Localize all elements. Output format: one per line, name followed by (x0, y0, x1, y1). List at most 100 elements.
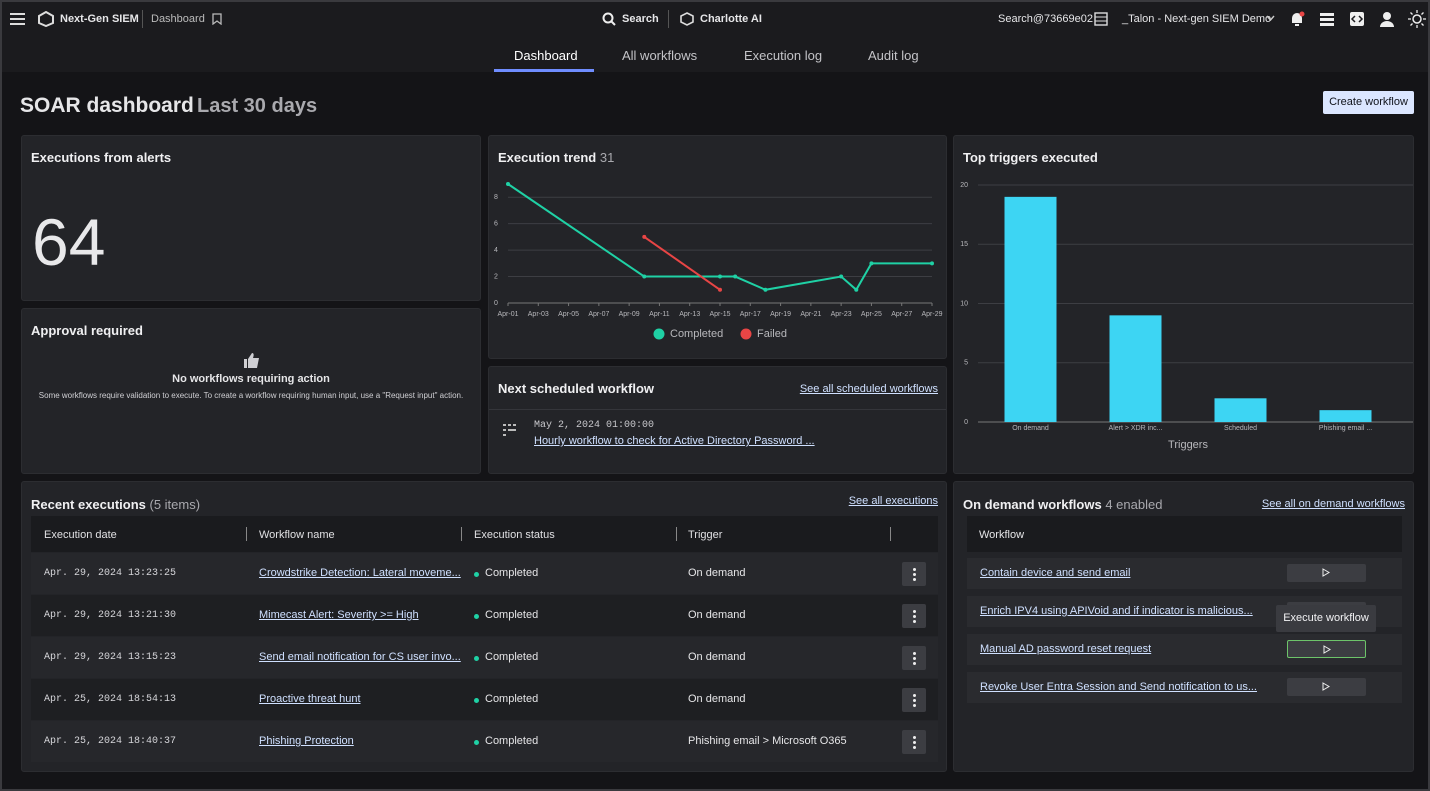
x-tick-label: Apr-07 (588, 311, 609, 318)
workflow-link[interactable]: Crowdstrike Detection: Lateral moveme... (259, 567, 461, 579)
trigger: On demand (688, 693, 745, 705)
code-icon[interactable] (1349, 11, 1365, 27)
tab[interactable]: All workflows (622, 48, 697, 63)
tab[interactable]: Execution log (744, 48, 822, 63)
execute-button[interactable] (1287, 640, 1366, 658)
y-tick-label: 2 (494, 273, 498, 280)
menu-dot (913, 746, 916, 749)
workflow-link[interactable]: Proactive threat hunt (259, 693, 361, 705)
execute-button[interactable] (1287, 564, 1366, 582)
workflow-link[interactable]: Mimecast Alert: Severity >= High (259, 609, 419, 621)
execution-status: Completed (485, 735, 538, 747)
workflow-link[interactable]: Send email notification for CS user invo… (259, 651, 461, 663)
line-chart: 02468Apr-01Apr-03Apr-05Apr-07Apr-09Apr-1… (489, 136, 948, 360)
thumbs-up-icon (243, 352, 261, 369)
menu-dot (913, 657, 916, 660)
data-point (718, 275, 722, 279)
execution-status: Completed (485, 609, 538, 621)
tenant-selector[interactable]: _Talon - Next-gen SIEM Demo (1122, 13, 1271, 25)
trigger: On demand (688, 567, 745, 579)
workflow-link[interactable]: Enrich IPV4 using APIVoid and if indicat… (980, 605, 1253, 617)
account-icon[interactable] (1094, 12, 1108, 26)
x-tick-label: Apr-17 (740, 311, 761, 318)
app-name: Next-Gen SIEM (60, 13, 139, 25)
data-point (718, 288, 722, 292)
legend-swatch (654, 329, 665, 340)
x-tick-label: Apr-05 (558, 311, 579, 318)
column-separator (890, 527, 891, 541)
menu-dot (913, 741, 916, 744)
bar (1320, 410, 1372, 422)
approval-card: Approval required No workflows requiring… (21, 308, 481, 474)
play-shape (1323, 569, 1329, 576)
menu-dot (913, 662, 916, 665)
x-tick-label: Apr-23 (831, 311, 852, 318)
column-separator (246, 527, 247, 541)
workflow-link[interactable]: Revoke User Entra Session and Send notif… (980, 681, 1257, 693)
theme-icon[interactable] (1408, 10, 1426, 28)
layers-icon[interactable] (1319, 11, 1335, 27)
on-demand-link[interactable]: See all on demand workflows (1262, 498, 1405, 510)
y-tick-label: 8 (494, 194, 498, 201)
tooltip: Execute workflow (1276, 605, 1376, 632)
menu-dot (913, 652, 916, 655)
workflow-link[interactable]: Contain device and send email (980, 567, 1130, 579)
x-tick-label: Apr-13 (679, 311, 700, 318)
bookmark-icon[interactable] (212, 13, 222, 25)
menu-dot (913, 699, 916, 702)
menu-dot (913, 620, 916, 623)
scheduled-workflow[interactable]: Hourly workflow to check for Active Dire… (534, 435, 815, 447)
execution-status: Completed (485, 693, 538, 705)
column-separator (676, 527, 677, 541)
trigger: Phishing email > Microsoft O365 (688, 735, 847, 747)
card-title: Recent executions (5 items) (31, 497, 200, 512)
row-menu-button[interactable] (902, 562, 926, 586)
row-menu-button[interactable] (902, 646, 926, 670)
execute-button[interactable] (1287, 678, 1366, 696)
y-tick-label: 6 (494, 221, 498, 228)
series-line (508, 184, 932, 290)
create-workflow-button[interactable]: Create workflow (1323, 91, 1414, 114)
search-button[interactable]: Search (622, 13, 659, 25)
execution-date: Apr. 25, 2024 18:40:37 (44, 736, 176, 747)
status-dot (474, 740, 479, 745)
card-title: Executions from alerts (31, 150, 171, 165)
bar (1110, 315, 1162, 422)
item-count: (5 items) (150, 497, 201, 512)
execution-date: Apr. 29, 2024 13:23:25 (44, 568, 176, 579)
scheduled-link[interactable]: See all scheduled workflows (800, 383, 938, 395)
user-icon[interactable] (1379, 11, 1395, 27)
row-menu-button[interactable] (902, 688, 926, 712)
row-menu-button[interactable] (902, 604, 926, 628)
tab[interactable]: Audit log (868, 48, 919, 63)
x-tick-label: Apr-09 (619, 311, 640, 318)
x-tick-label: Apr-19 (770, 311, 791, 318)
notification-icon[interactable] (1289, 11, 1305, 27)
on-demand-card: On demand workflows 4 enabled See all on… (953, 481, 1414, 772)
data-point (763, 288, 767, 292)
play-shape (1323, 683, 1329, 690)
data-point (854, 288, 858, 292)
assistant-button[interactable]: Charlotte AI (700, 13, 762, 25)
account[interactable]: Search@73669e02 (998, 13, 1093, 25)
executions-link[interactable]: See all executions (849, 495, 938, 507)
chevron (1266, 15, 1275, 22)
x-tick-label: On demand (1012, 425, 1049, 432)
tab[interactable]: Dashboard (514, 48, 578, 63)
menu-icon[interactable] (10, 12, 26, 26)
workflow-link[interactable]: Phishing Protection (259, 735, 354, 747)
workflow-link[interactable]: Manual AD password reset request (980, 643, 1151, 655)
bar (1215, 398, 1267, 422)
data-point (839, 275, 843, 279)
menu-dot (913, 573, 916, 576)
x-tick-label: Apr-29 (921, 311, 942, 318)
column-header: Execution status (474, 529, 555, 541)
menu-dot (913, 736, 916, 739)
row-menu-button[interactable] (902, 730, 926, 754)
bar-chart: 05101520On demandAlert > XDR inc...Sched… (954, 136, 1415, 475)
execution-status: Completed (485, 567, 538, 579)
y-tick-label: 0 (964, 419, 968, 426)
column-header: Execution date (44, 529, 117, 541)
play-shape (1324, 646, 1330, 653)
